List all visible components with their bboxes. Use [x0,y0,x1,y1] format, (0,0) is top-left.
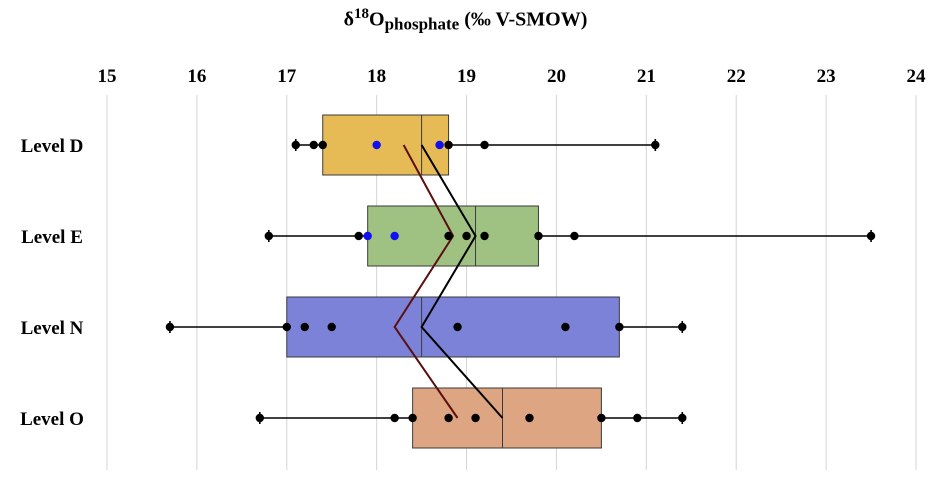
boxes [169,114,872,449]
data-point [678,413,687,423]
data-point [597,413,606,423]
data-point-blue [390,231,399,241]
data-point [525,413,534,423]
data-point [633,413,642,423]
category-label: Level D [21,136,84,157]
data-point [408,413,417,423]
data-point [651,140,660,150]
x-tick-label: 16 [187,66,206,87]
data-point-blue [372,140,381,150]
data-point [866,231,876,241]
data-point [390,413,399,423]
data-point [165,322,175,332]
x-tick-label: 20 [547,66,566,87]
category-label: Level E [21,227,83,248]
data-point [462,231,471,241]
data-point [444,140,453,150]
data-point [318,140,327,150]
data-point-blue [435,140,444,150]
data-point [309,140,318,150]
data-point [327,322,336,332]
box [322,114,450,176]
trend-line [393,144,459,419]
category-labels: Level D Level E Level N Level O [20,136,84,430]
data-point [453,322,462,332]
data-point [255,413,265,423]
data-point [561,322,570,332]
data-point [471,413,480,423]
data-point [264,231,273,241]
x-tick-label: 24 [907,66,927,87]
data-point [300,322,309,332]
box [412,387,602,449]
data-point [615,322,624,332]
category-label: Level O [20,409,84,430]
x-tick-label: 18 [367,66,386,87]
trend-line [420,144,504,419]
x-tick-label: 23 [817,66,836,87]
data-point [291,140,300,150]
data-point [444,413,453,423]
data-point [534,231,543,241]
x-tick-label: 22 [727,66,746,87]
data-points [165,140,876,423]
data-point [282,322,291,332]
x-axis-tick-labels: 15 16 17 18 19 20 21 22 23 24 [98,66,927,87]
data-point [570,231,579,241]
category-label: Level N [21,318,84,339]
x-tick-label: 17 [277,66,297,87]
data-point [480,231,489,241]
data-point [444,231,453,241]
chart-title: δ18Ophosphate (‰ V-SMOW) [343,6,588,34]
x-tick-label: 15 [98,66,117,87]
x-tick-label: 19 [457,66,476,87]
x-tick-label: 21 [637,66,656,87]
data-point [678,322,687,332]
data-point [480,140,489,150]
data-point [354,231,363,241]
trend-lines [393,144,504,419]
data-point-blue [363,231,372,241]
